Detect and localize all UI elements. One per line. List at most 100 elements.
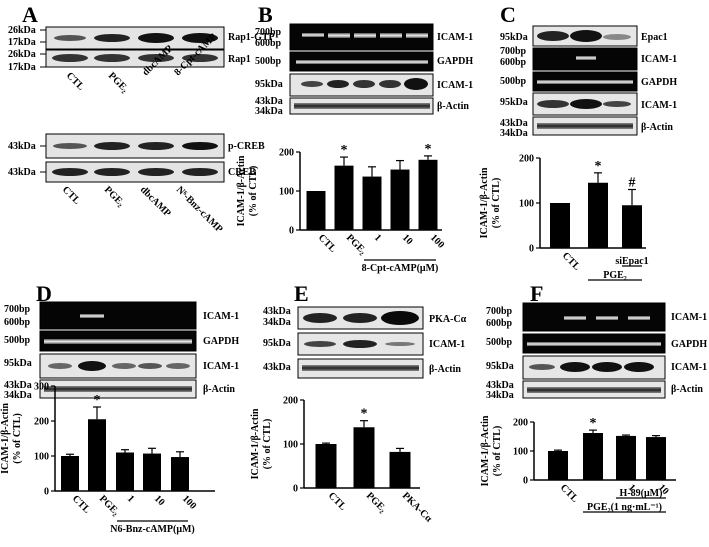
- marker-label: 95kDa: [255, 79, 283, 90]
- band-label: p-CREB: [228, 141, 265, 152]
- band-label: β-Actin: [671, 384, 703, 395]
- marker-label: 43kDa: [8, 141, 36, 152]
- band-label: β-Actin: [429, 364, 461, 375]
- x-tick-label: CTL: [70, 493, 93, 516]
- bracket-label: siEpac1: [615, 256, 648, 267]
- panel-letter-b: B: [258, 2, 273, 27]
- bar-chart-d: 0 100 200 300 CTL * PGE₂ 1 10 100 ICAM-1/β-Actin (%…: [0, 382, 215, 535]
- blot-band: [381, 311, 419, 325]
- panel-letter-e: E: [294, 281, 309, 306]
- gel-band: [537, 80, 633, 84]
- blot-band: [327, 80, 349, 88]
- bar: [334, 165, 354, 230]
- y-axis-label: (% of CTL): [491, 178, 502, 229]
- band-label: ICAM-1: [641, 100, 677, 111]
- blot-band: [624, 362, 654, 372]
- y-axis-label: ICAM-1/β-Actin: [480, 415, 491, 486]
- marker-label: 600bp: [4, 317, 31, 328]
- band-label: ICAM-1: [437, 32, 473, 43]
- blot-band: [302, 365, 419, 371]
- blot-band: [52, 168, 88, 176]
- lane-label: CTL: [60, 184, 83, 207]
- blot-band: [138, 54, 174, 62]
- band-label: GAPDH: [641, 77, 677, 88]
- marker-label: 95kDa: [486, 361, 514, 372]
- bar: [622, 205, 642, 248]
- blot-band: [529, 364, 555, 370]
- marker-label: 95kDa: [263, 338, 291, 349]
- y-axis-label: (% of CTL): [262, 419, 273, 470]
- x-tick-label: PGE₂: [344, 232, 368, 256]
- gel-band: [380, 33, 402, 38]
- y-tick-label: 100: [34, 452, 49, 463]
- lane-label: PGE₂: [106, 70, 130, 94]
- blot-band: [537, 100, 569, 108]
- y-tick-label: 200: [34, 417, 49, 428]
- blot-band: [537, 31, 569, 41]
- gel-band: [596, 316, 618, 320]
- band-label: ICAM-1: [671, 312, 707, 323]
- bar: [389, 451, 411, 488]
- blot-creb: [45, 161, 225, 183]
- blot-band: [592, 362, 622, 372]
- y-tick-label: 200: [519, 154, 534, 165]
- marker-label: 43kDa: [4, 380, 32, 391]
- marker-label: 700bp: [255, 27, 282, 38]
- panel-letter-a: A: [22, 2, 38, 27]
- x-tick-label: 1: [125, 493, 136, 504]
- gel-band: [302, 33, 324, 37]
- band-label: Rap1-GTP: [228, 32, 275, 43]
- bar: [88, 419, 106, 491]
- blot-band: [385, 342, 415, 346]
- blot-band: [570, 30, 602, 42]
- blot-band: [138, 33, 174, 43]
- bar: [548, 451, 568, 480]
- x-tick-label: CTL: [316, 232, 339, 255]
- y-tick-label: 0: [44, 487, 49, 498]
- blot-band: [94, 54, 130, 62]
- gel-band: [527, 342, 661, 346]
- x-tick-label: CTL: [326, 490, 349, 513]
- blot-band: [54, 35, 86, 41]
- marker-label: 34kDa: [263, 317, 291, 328]
- band-label: β-Actin: [641, 122, 673, 133]
- x-tick-label: CTL: [560, 250, 583, 273]
- marker-label: 500bp: [500, 76, 527, 87]
- lane-label: N⁶-Bnz-cAMP: [174, 184, 225, 235]
- marker-label: 43kDa: [486, 380, 514, 391]
- marker-label: 17kDa: [8, 62, 36, 73]
- significance-mark: #: [629, 176, 636, 191]
- gel-band: [628, 316, 650, 320]
- blot-band: [404, 78, 428, 90]
- gel-band: [80, 314, 104, 318]
- y-axis-label: ICAM-1/β-Actin: [0, 403, 11, 474]
- marker-label: 500bp: [486, 337, 513, 348]
- bar: [143, 453, 161, 491]
- x-tick-label: PGE₂: [364, 490, 388, 514]
- y-tick-label: 200: [283, 396, 298, 407]
- bar: [588, 182, 608, 248]
- marker-label: 26kDa: [8, 25, 36, 36]
- blot-band: [353, 80, 375, 88]
- blot-band: [343, 340, 377, 348]
- significance-mark: *: [595, 159, 602, 174]
- y-axis-label: ICAM-1/β-Actin: [236, 155, 247, 226]
- bar: [306, 191, 326, 230]
- bracket-label: 8-Cpt-cAMP(μM): [362, 263, 439, 274]
- marker-label: 34kDa: [500, 128, 528, 139]
- y-axis-label: ICAM-1/β-Actin: [250, 408, 261, 479]
- band-label: GAPDH: [437, 56, 473, 67]
- bar-chart-e: 0 100 200 CTL * PGE₂ PKA-Cα ICAM-1/β-Actin (% of…: [250, 396, 434, 525]
- blot-rap1-gtp: [45, 26, 225, 50]
- blot-band: [294, 103, 430, 109]
- blot-band: [527, 387, 661, 393]
- significance-mark: *: [590, 416, 597, 431]
- significance-mark: *: [341, 143, 348, 158]
- blot-band: [166, 363, 190, 369]
- panel-e: E 43kDa 34kDa 95kDa 43kDa PKA-Cα ICAM-1 …: [263, 281, 467, 379]
- blot-band: [182, 168, 218, 176]
- x-tick-label: 10: [400, 232, 415, 247]
- marker-label: 500bp: [255, 56, 282, 67]
